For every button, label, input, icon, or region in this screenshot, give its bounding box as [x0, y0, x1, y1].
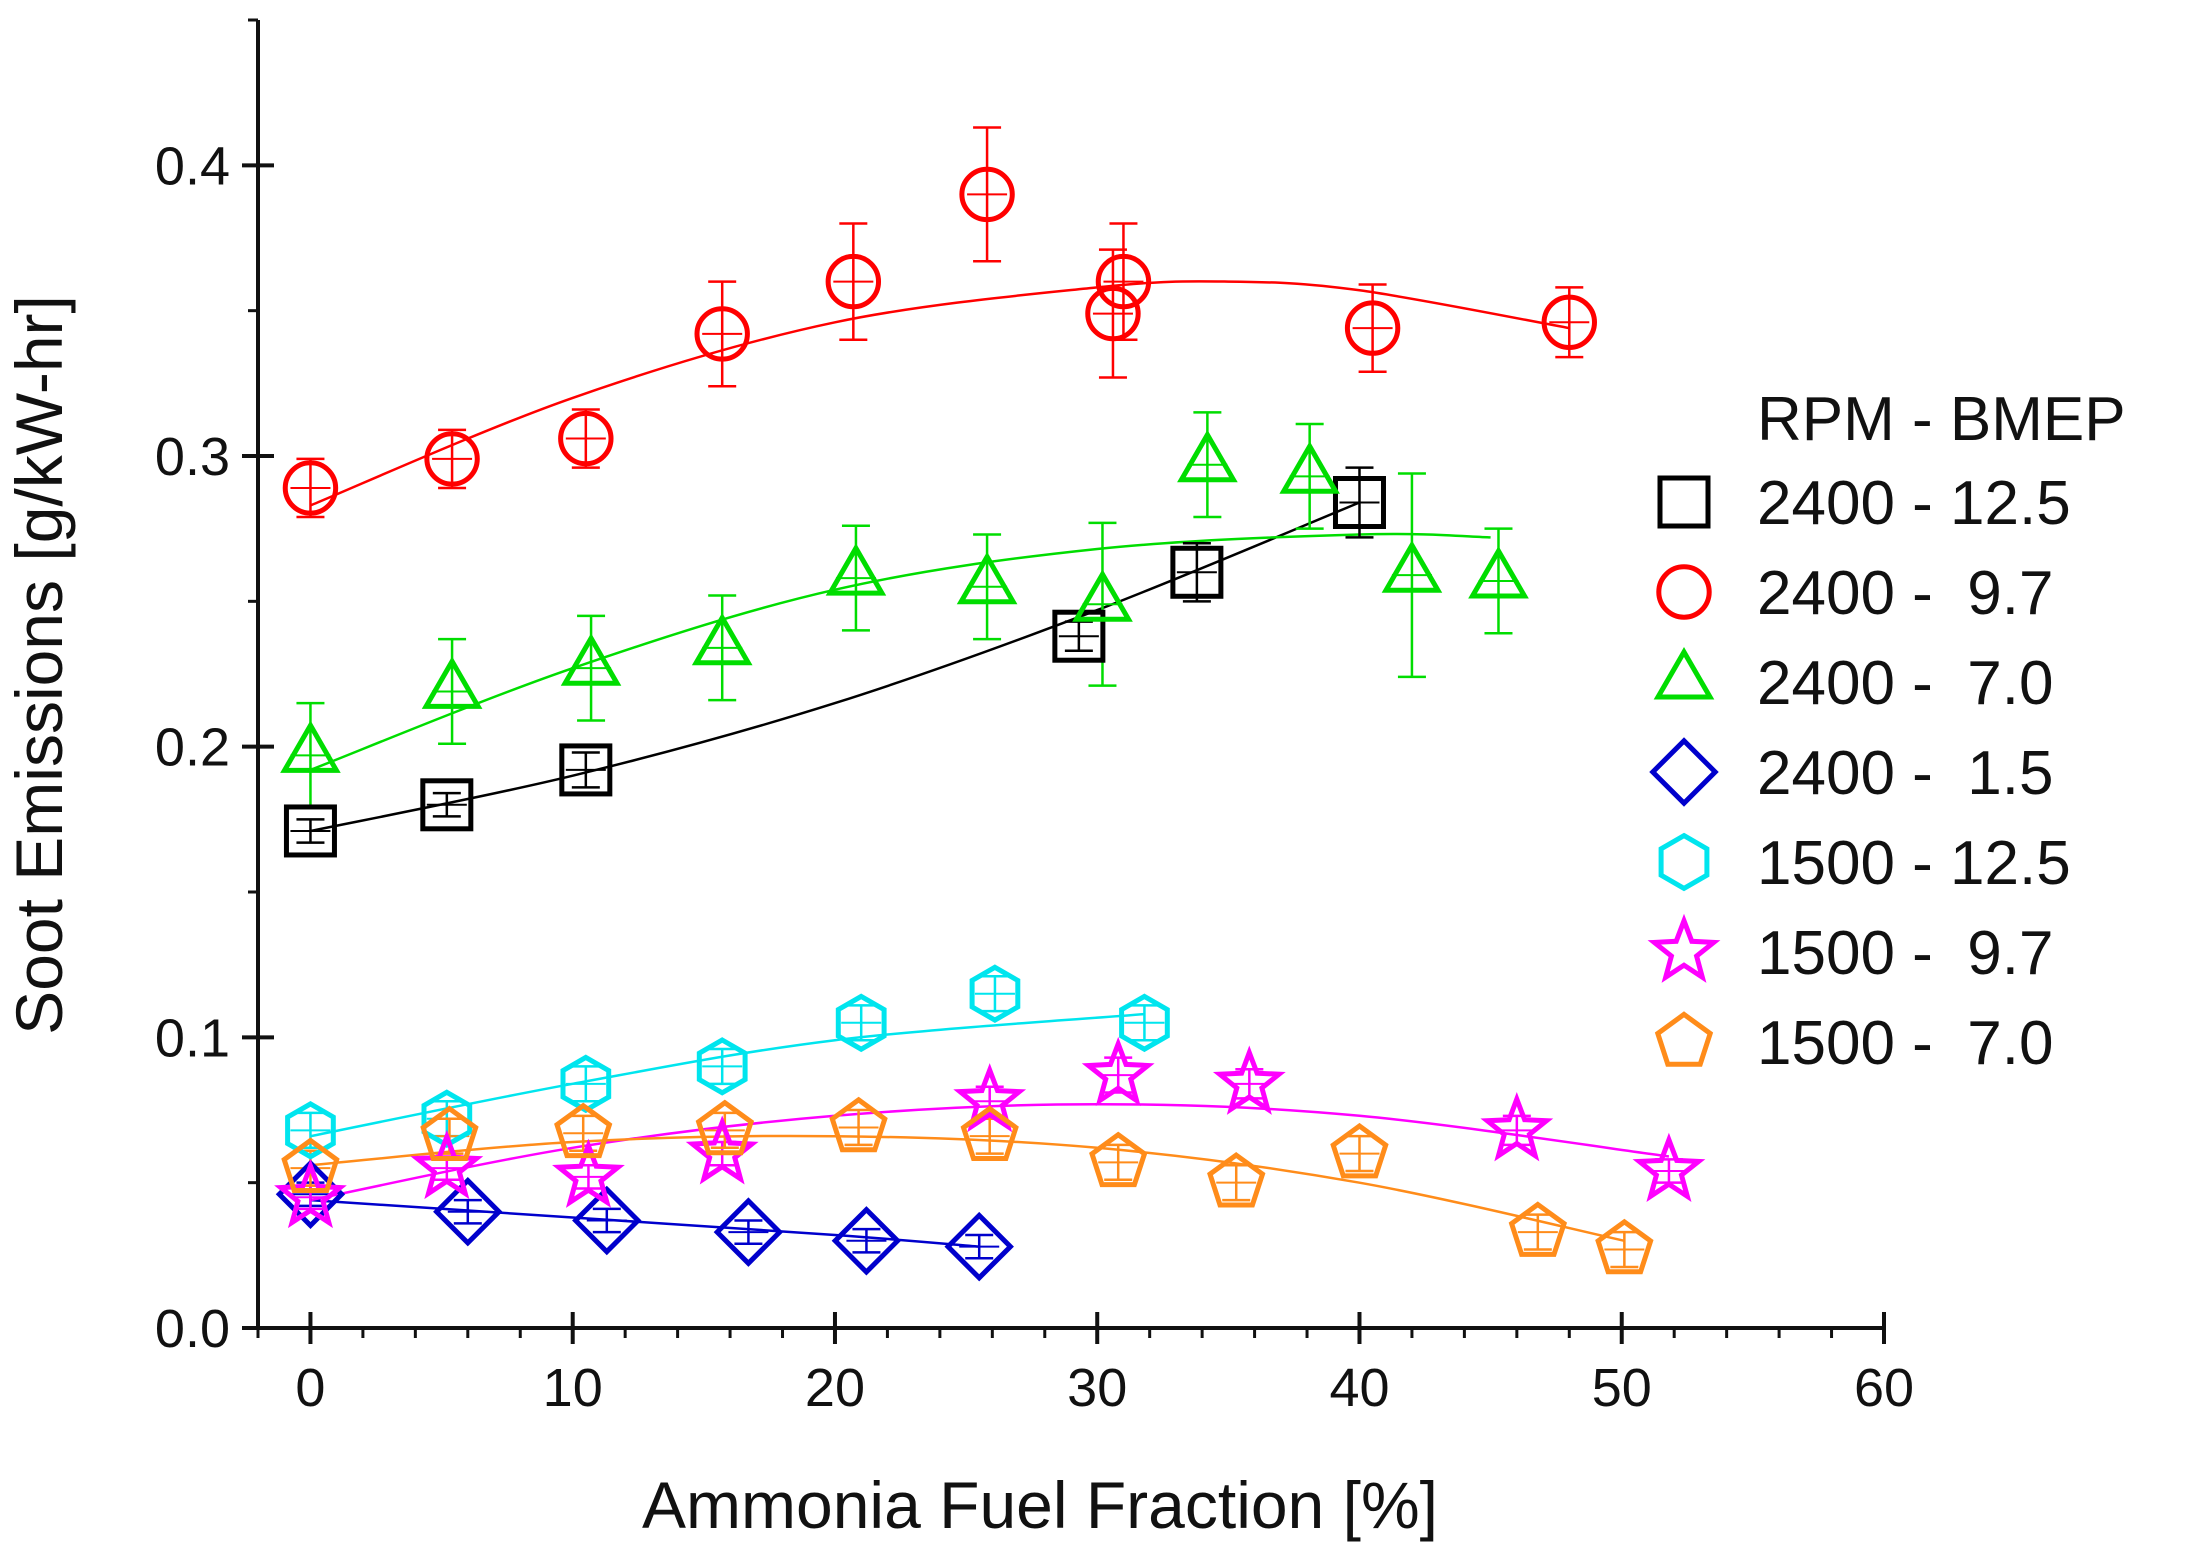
data-point-2400-9.7 — [959, 166, 1015, 223]
legend-marker-diamond-icon — [1649, 737, 1719, 807]
data-point-2400-12.5 — [1170, 545, 1224, 599]
data-point-2400-1.5 — [572, 1185, 642, 1256]
data-point-2400-12.5 — [1332, 476, 1386, 530]
data-point-2400-7.0 — [1072, 569, 1133, 622]
x-axis-title: Ammonia Fuel Fraction [%] — [642, 1468, 1438, 1542]
legend-marker-triangle-icon — [1653, 647, 1715, 700]
data-point-1500-12.5 — [285, 1101, 336, 1160]
data-point-2400-7.0 — [1279, 441, 1340, 494]
legend-label: 1500 - 7.0 — [1757, 1009, 2053, 1078]
data-point-1500-9.7 — [1081, 1036, 1155, 1107]
data-points — [274, 166, 1706, 1282]
data-point-1500-9.7 — [552, 1138, 625, 1208]
data-point-2400-9.7 — [282, 460, 339, 516]
y-axis-title: Soot Emissions [g/kW-hr] — [2, 295, 76, 1035]
data-point-1500-9.7 — [274, 1158, 347, 1229]
y-tick-label: 0.1 — [155, 1008, 230, 1068]
data-point-2400-9.7 — [1095, 253, 1152, 310]
data-point-1500-9.7 — [1480, 1092, 1554, 1162]
data-point-2400-9.7 — [694, 306, 750, 362]
data-point-2400-7.0 — [1177, 429, 1238, 483]
data-point-2400-7.0 — [421, 656, 483, 709]
data-point-2400-1.5 — [944, 1211, 1014, 1282]
data-point-1500-7.0 — [281, 1137, 340, 1193]
data-point-2400-9.7 — [825, 253, 882, 310]
data-point-2400-7.0 — [280, 720, 341, 773]
data-point-1500-12.5 — [696, 1037, 748, 1096]
data-point-1500-7.0 — [420, 1105, 479, 1161]
x-tick-label: 0 — [295, 1358, 325, 1418]
fit-curve-1500-12.5 — [310, 1012, 1145, 1138]
data-point-2400-7.0 — [1381, 540, 1443, 593]
data-point-2400-1.5 — [713, 1197, 784, 1267]
data-point-2400-9.7 — [1085, 285, 1141, 342]
data-point-2400-7.0 — [691, 612, 753, 666]
data-point-2400-7.0 — [825, 543, 887, 596]
x-tick-label: 20 — [805, 1358, 865, 1418]
fit-curve-2400-9.7 — [310, 280, 1570, 507]
legend-marker-pentagon-icon — [1654, 1011, 1714, 1067]
data-point-2400-1.5 — [831, 1206, 902, 1276]
data-point-2400-9.7 — [1541, 294, 1597, 350]
data-point-2400-9.7 — [558, 410, 614, 467]
y-tick-label: 0.4 — [155, 136, 230, 196]
data-point-1500-12.5 — [421, 1089, 473, 1148]
data-point-1500-7.0 — [1330, 1122, 1389, 1179]
data-point-2400-7.0 — [956, 551, 1018, 605]
data-point-1500-7.0 — [1508, 1201, 1568, 1257]
x-tick-label: 30 — [1067, 1358, 1127, 1418]
fit-curves — [310, 280, 1670, 1248]
legend-title: RPM - BMEP — [1757, 385, 2126, 454]
x-tick-label: 60 — [1854, 1358, 1914, 1418]
data-point-1500-7.0 — [960, 1105, 1019, 1161]
data-point-2400-12.5 — [420, 778, 474, 832]
data-point-1500-7.0 — [1595, 1218, 1654, 1275]
legend-marker-circle-icon — [1656, 564, 1712, 620]
x-tick-label: 10 — [543, 1358, 603, 1418]
data-point-1500-12.5 — [1119, 993, 1170, 1053]
x-tick-label: 50 — [1592, 1358, 1652, 1418]
data-point-1500-7.0 — [829, 1096, 888, 1153]
data-point-2400-9.7 — [1344, 300, 1401, 356]
legend-label: 2400 - 12.5 — [1757, 469, 2071, 538]
data-point-1500-12.5 — [835, 993, 887, 1053]
legend-marker-star-icon — [1647, 913, 1721, 983]
legend-label: 1500 - 9.7 — [1757, 919, 2053, 988]
legend-label: 2400 - 1.5 — [1757, 739, 2053, 808]
legend-marker-hexagon-icon — [1658, 832, 1710, 892]
data-point-1500-12.5 — [969, 964, 1021, 1023]
legend-marker-square-icon — [1657, 475, 1711, 529]
legend: RPM - BMEP 2400 - 12.5 2400 - 9.7 2400 - 7… — [1647, 385, 2126, 1078]
data-point-2400-12.5 — [559, 743, 613, 797]
legend-label: 2400 - 9.7 — [1757, 559, 2053, 628]
data-point-2400-1.5 — [433, 1176, 503, 1247]
data-point-1500-9.7 — [953, 1063, 1027, 1133]
y-tick-label: 0.0 — [155, 1299, 230, 1359]
data-point-2400-7.0 — [1468, 546, 1529, 599]
data-point-1500-9.7 — [410, 1129, 484, 1200]
data-point-2400-9.7 — [424, 431, 480, 487]
fit-curve-2400-12.5 — [310, 501, 1360, 833]
data-point-1500-7.0 — [554, 1102, 613, 1159]
y-tick-label: 0.3 — [155, 427, 230, 487]
data-point-1500-7.0 — [695, 1099, 755, 1156]
y-tick-label: 0.2 — [155, 718, 230, 778]
data-point-1500-9.7 — [1212, 1045, 1286, 1115]
data-point-2400-7.0 — [560, 633, 622, 686]
data-point-2400-12.5 — [283, 804, 337, 858]
legend-label: 1500 - 12.5 — [1757, 829, 2071, 898]
x-tick-label: 40 — [1329, 1358, 1389, 1418]
data-point-1500-7.0 — [1089, 1131, 1148, 1188]
fit-curve-2400-1.5 — [310, 1198, 980, 1248]
data-point-1500-7.0 — [1207, 1152, 1266, 1208]
legend-label: 2400 - 7.0 — [1757, 649, 2053, 718]
axes: 0 10 20 30 40 50 60 0.0 0.1 0.2 0.3 0.4 — [155, 18, 1914, 1418]
fit-curve-1500-9.7 — [310, 1102, 1670, 1202]
data-point-1500-9.7 — [1632, 1132, 1706, 1203]
